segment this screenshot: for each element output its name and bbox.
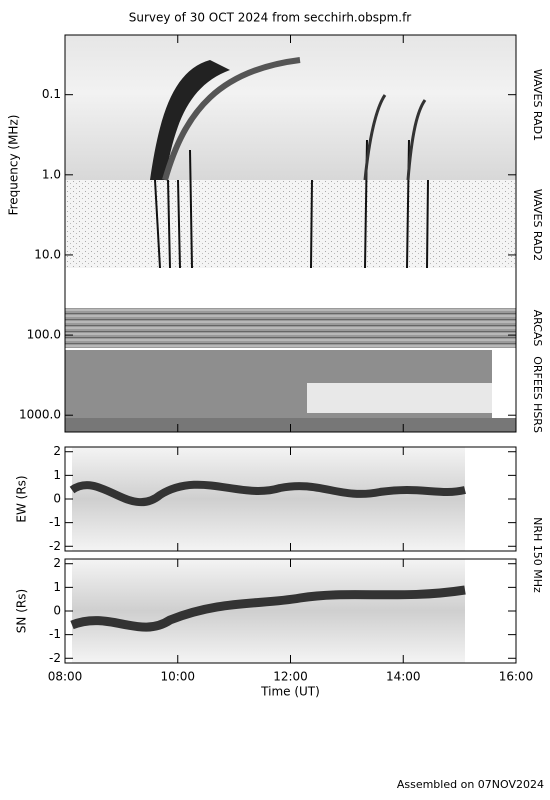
y-tick-label: 10.0: [34, 247, 61, 261]
x-tick-label: 10:00: [160, 670, 195, 684]
heatmap-image: [69, 447, 466, 663]
x-tick-label: 16:00: [499, 670, 534, 684]
y-tick-label: 0.1: [42, 87, 61, 101]
y-axis-label: EW (Rs): [15, 475, 29, 522]
y-tick-label: 1.0: [42, 167, 61, 181]
x-tick-label: 12:00: [273, 670, 308, 684]
y-tick-label: 1000.0: [19, 408, 61, 422]
instrument-label: HSRS: [531, 403, 544, 433]
instrument-label: WAVES RAD2: [531, 189, 544, 261]
instrument-label: ARCAS: [531, 310, 544, 347]
y-tick-label: 100.0: [27, 328, 61, 342]
y-tick-label: 2: [53, 444, 61, 458]
chart-title: Survey of 30 OCT 2024 from secchirh.obsp…: [129, 11, 412, 25]
x-axis-label: Time (UT): [260, 685, 320, 699]
y-tick-label: -1: [49, 515, 61, 529]
footer: Assembled on 07NOV2024: [397, 778, 544, 791]
y-tick-label: 0: [53, 492, 61, 506]
y-tick-label: 1: [53, 468, 61, 482]
instrument-label: NRH 150 MHz: [531, 517, 544, 593]
y-tick-label: 2: [53, 556, 61, 570]
y-tick-label: -2: [49, 651, 61, 665]
y-tick-label: 0: [53, 604, 61, 618]
y-axis-label: Frequency (MHz): [7, 115, 21, 216]
y-axis-label: SN (Rs): [15, 589, 29, 633]
x-tick-label: 08:00: [48, 670, 83, 684]
x-tick-label: 14:00: [386, 670, 421, 684]
instrument-label: ORFEES: [531, 356, 544, 400]
instrument-label: WAVES RAD1: [531, 69, 544, 141]
y-tick-label: 1: [53, 580, 61, 594]
spectrogram-image: [65, 35, 516, 432]
y-tick-label: -2: [49, 539, 61, 553]
y-tick-label: -1: [49, 627, 61, 641]
